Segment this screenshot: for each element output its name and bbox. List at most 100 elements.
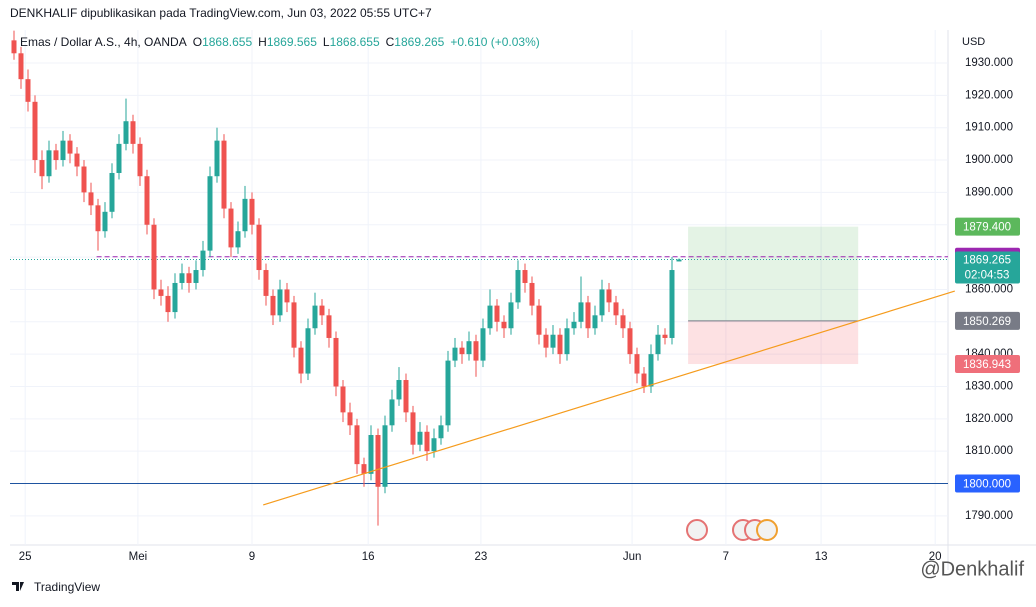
candle-body — [599, 289, 605, 316]
candle-body — [361, 464, 367, 474]
y-tick-label: 1900.000 — [965, 154, 1013, 166]
candle-body — [95, 205, 101, 232]
candle-body — [382, 425, 388, 487]
ohlc-value: 1868.655 — [330, 35, 380, 49]
candle-body — [508, 302, 514, 329]
y-tick-label: 1860.000 — [965, 283, 1013, 295]
candle-body — [480, 328, 486, 361]
y-tick-label: 1920.000 — [965, 89, 1013, 101]
target-badge-label: 1879.400 — [963, 222, 1011, 234]
profit-zone — [688, 226, 859, 321]
countdown: 02:04:53 — [965, 270, 1010, 282]
candle-body — [606, 289, 612, 303]
candle-body — [438, 425, 444, 439]
symbol: Emas / Dollar A.S., 4h, OANDA — [20, 35, 187, 49]
candle-body — [375, 435, 381, 487]
candle-body — [669, 270, 675, 338]
candle-body — [445, 360, 451, 426]
y-tick-label: 1810.000 — [965, 445, 1013, 457]
candle-body — [109, 172, 115, 212]
last-price-badge — [955, 251, 1020, 284]
loss-zone — [688, 320, 859, 365]
candle-body — [522, 270, 528, 283]
candle-body — [466, 341, 472, 355]
candle-body — [46, 150, 52, 177]
ohlc-value: 1869.565 — [267, 35, 317, 49]
candle-body — [396, 380, 402, 400]
candle-body — [613, 302, 619, 316]
entry-badge-label: 1850.269 — [963, 316, 1011, 328]
candle-body — [158, 289, 164, 296]
candle-body — [620, 315, 626, 329]
candle-body — [284, 289, 290, 303]
candle-body — [564, 328, 570, 355]
candle-body — [123, 121, 129, 144]
change: +0.610 (+0.03%) — [450, 35, 539, 49]
ohlc-key: O — [193, 35, 202, 49]
x-tick-label: 9 — [249, 551, 255, 563]
candle-body — [249, 198, 255, 225]
candle-body — [53, 150, 59, 161]
candle-body — [543, 334, 549, 348]
candle-body — [277, 289, 283, 316]
candle-body — [340, 386, 346, 413]
ohlc-value: 1868.655 — [202, 35, 252, 49]
candle-body — [557, 334, 563, 355]
x-tick-label: 7 — [723, 551, 729, 563]
candle-body — [585, 302, 591, 329]
support-badge — [955, 474, 1020, 493]
candle-body — [32, 101, 38, 161]
candle-body — [144, 176, 150, 225]
candle-body — [25, 79, 31, 102]
publisher: DENKHALIF dipublikasikan pada TradingVie… — [10, 6, 432, 20]
candle-body — [39, 160, 45, 177]
ohlc-key: H — [258, 35, 267, 49]
ohlc-key: C — [386, 35, 395, 49]
candle-body — [354, 425, 360, 465]
candle-body — [228, 208, 234, 248]
candle-body — [312, 305, 318, 329]
candle-body — [270, 295, 276, 316]
stop-badge-label: 1836.943 — [963, 359, 1011, 371]
watermark: @Denkhalif — [920, 558, 1024, 580]
y-tick-label: 1930.000 — [965, 57, 1013, 69]
candle-body — [648, 354, 654, 387]
ohlc-key: L — [323, 35, 330, 49]
trendline — [263, 290, 955, 506]
x-tick-label: 25 — [19, 551, 32, 563]
candle-body — [67, 140, 73, 154]
y-tick-label: 1910.000 — [965, 122, 1013, 134]
candle-body — [88, 192, 94, 206]
tv-logo — [12, 582, 24, 591]
candle-body — [431, 438, 437, 452]
candle-body — [487, 305, 493, 329]
x-tick-label: 13 — [815, 551, 828, 563]
candle-body — [662, 334, 668, 338]
candle-body — [207, 176, 213, 251]
candle-body — [578, 302, 584, 322]
candle-body — [102, 211, 108, 232]
candle-body — [200, 250, 206, 271]
candle-body — [550, 334, 556, 348]
event-icons — [686, 519, 778, 541]
candle-body — [137, 143, 143, 177]
candle-body — [235, 231, 241, 248]
candle-body — [641, 373, 647, 387]
candle-body — [627, 328, 633, 355]
candle-body — [74, 153, 80, 167]
candle-body — [676, 259, 682, 262]
candle-body — [193, 270, 199, 283]
candle-body — [116, 143, 122, 173]
currency: USD — [962, 36, 985, 48]
candle-body — [172, 282, 178, 313]
candle-body — [459, 347, 465, 355]
candle-body — [319, 305, 325, 316]
candle-body — [529, 282, 535, 306]
candle-body — [60, 140, 66, 161]
candle-body — [592, 315, 598, 329]
candle-body — [256, 224, 262, 271]
x-tick-label: 20 — [929, 551, 942, 563]
candle-body — [291, 302, 297, 348]
candle-body — [18, 53, 24, 80]
candle-body — [333, 337, 339, 387]
